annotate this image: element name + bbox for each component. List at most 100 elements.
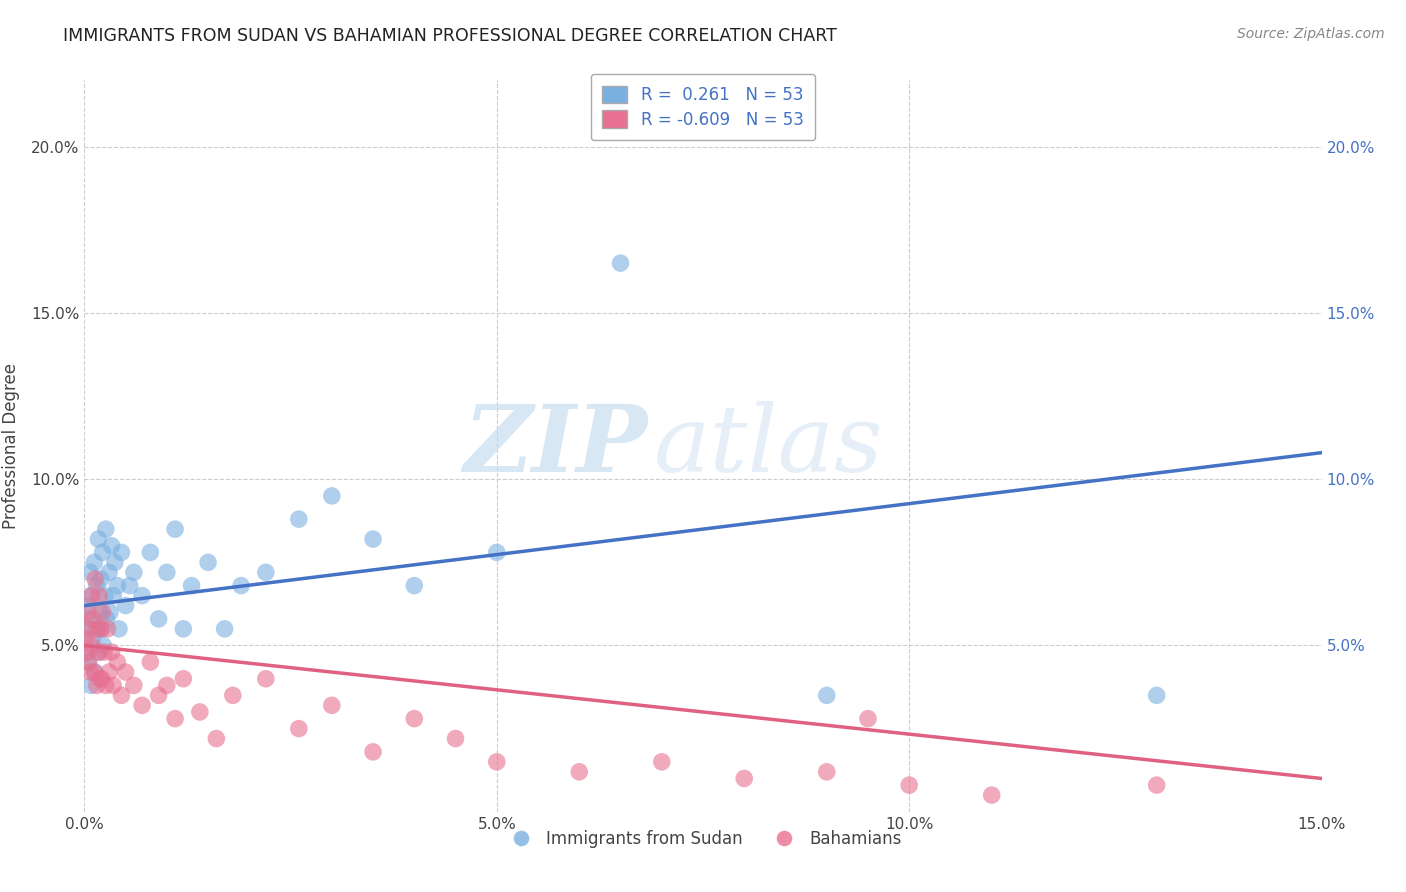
- Point: [105, 655, 128, 669]
- Point: [87, 532, 110, 546]
- Point: [89, 645, 111, 659]
- Point: [96, 612, 118, 626]
- Point: [898, 778, 921, 792]
- Point: [139, 655, 162, 669]
- Point: [229, 579, 252, 593]
- Point: [118, 579, 141, 593]
- Point: [89, 672, 111, 686]
- Point: [148, 612, 170, 626]
- Point: [197, 555, 219, 569]
- Point: [96, 622, 118, 636]
- Point: [485, 545, 508, 559]
- Point: [139, 545, 162, 559]
- Point: [98, 605, 121, 619]
- Legend: Immigrants from Sudan, Bahamians: Immigrants from Sudan, Bahamians: [498, 823, 908, 855]
- Point: [651, 755, 673, 769]
- Point: [131, 698, 153, 713]
- Point: [89, 589, 111, 603]
- Point: [188, 705, 211, 719]
- Point: [108, 622, 131, 636]
- Point: [94, 678, 117, 692]
- Point: [80, 589, 103, 603]
- Point: [79, 566, 101, 580]
- Y-axis label: Professional Degree: Professional Degree: [1, 363, 20, 529]
- Point: [172, 622, 194, 636]
- Point: [94, 522, 117, 536]
- Point: [122, 566, 145, 580]
- Point: [93, 645, 115, 659]
- Point: [104, 555, 127, 569]
- Point: [180, 579, 202, 593]
- Point: [1146, 778, 1168, 792]
- Point: [404, 579, 426, 593]
- Point: [222, 689, 245, 703]
- Point: [86, 622, 108, 636]
- Point: [80, 678, 103, 692]
- Point: [131, 589, 153, 603]
- Point: [86, 678, 108, 692]
- Point: [815, 689, 838, 703]
- Point: [103, 589, 125, 603]
- Point: [568, 764, 591, 779]
- Point: [205, 731, 228, 746]
- Point: [75, 622, 97, 636]
- Point: [214, 622, 236, 636]
- Point: [79, 622, 101, 636]
- Point: [105, 579, 128, 593]
- Point: [82, 612, 104, 626]
- Point: [76, 645, 98, 659]
- Point: [91, 545, 114, 559]
- Point: [485, 755, 508, 769]
- Point: [321, 698, 343, 713]
- Point: [80, 639, 103, 653]
- Point: [1146, 689, 1168, 703]
- Point: [856, 712, 879, 726]
- Point: [815, 764, 838, 779]
- Point: [361, 745, 384, 759]
- Point: [86, 622, 108, 636]
- Point: [90, 622, 112, 636]
- Point: [122, 678, 145, 692]
- Point: [165, 522, 187, 536]
- Point: [156, 566, 179, 580]
- Text: atlas: atlas: [654, 401, 883, 491]
- Point: [98, 665, 121, 679]
- Point: [103, 678, 125, 692]
- Point: [77, 655, 100, 669]
- Point: [86, 579, 108, 593]
- Point: [165, 712, 187, 726]
- Point: [83, 555, 105, 569]
- Point: [156, 678, 179, 692]
- Point: [288, 722, 311, 736]
- Point: [75, 632, 97, 646]
- Point: [254, 566, 277, 580]
- Point: [79, 665, 101, 679]
- Point: [79, 612, 101, 626]
- Point: [110, 689, 132, 703]
- Point: [254, 672, 277, 686]
- Point: [148, 689, 170, 703]
- Point: [76, 605, 98, 619]
- Point: [110, 545, 132, 559]
- Point: [80, 589, 103, 603]
- Point: [288, 512, 311, 526]
- Point: [84, 572, 107, 586]
- Point: [609, 256, 631, 270]
- Point: [83, 665, 105, 679]
- Point: [76, 645, 98, 659]
- Point: [90, 572, 112, 586]
- Point: [98, 566, 121, 580]
- Point: [82, 632, 104, 646]
- Text: IMMIGRANTS FROM SUDAN VS BAHAMIAN PROFESSIONAL DEGREE CORRELATION CHART: IMMIGRANTS FROM SUDAN VS BAHAMIAN PROFES…: [63, 27, 837, 45]
- Point: [90, 672, 112, 686]
- Point: [84, 665, 107, 679]
- Point: [114, 665, 136, 679]
- Point: [114, 599, 136, 613]
- Point: [444, 731, 467, 746]
- Point: [91, 605, 114, 619]
- Point: [91, 639, 114, 653]
- Point: [100, 645, 122, 659]
- Point: [404, 712, 426, 726]
- Point: [90, 622, 112, 636]
- Point: [87, 645, 110, 659]
